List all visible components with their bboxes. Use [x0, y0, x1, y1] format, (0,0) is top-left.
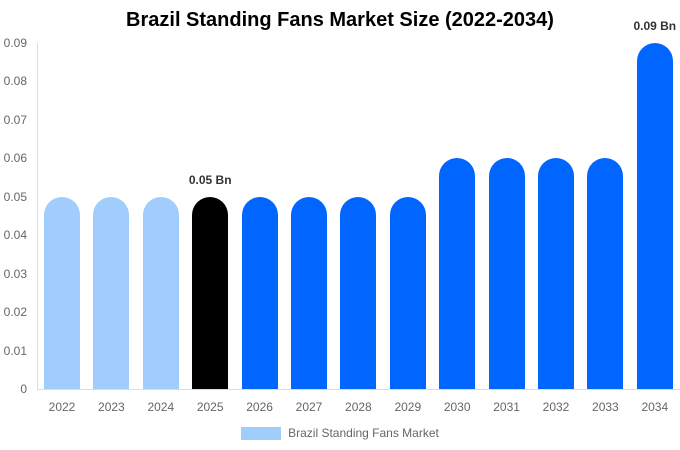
bar-2022[interactable] [44, 196, 80, 389]
y-tick-label: 0.09 [3, 36, 27, 50]
y-axis-line [37, 43, 38, 389]
bar-2026[interactable] [241, 196, 278, 389]
x-tick-label: 2031 [493, 400, 520, 414]
x-tick-label: 2024 [147, 400, 175, 414]
bar-2029[interactable] [389, 196, 426, 389]
x-axis-line [37, 389, 680, 390]
bar-2034[interactable] [636, 43, 673, 389]
x-tick-label: 2028 [345, 400, 372, 414]
x-tick-label: 2029 [394, 400, 422, 414]
bar-2032[interactable] [538, 158, 574, 389]
chart-title: Brazil Standing Fans Market Size (2022-2… [126, 9, 554, 31]
y-tick-label: 0.01 [3, 343, 27, 358]
x-tick-label: 2027 [295, 400, 323, 414]
bar-2028[interactable] [340, 196, 377, 389]
y-tick-label: 0.07 [3, 112, 27, 127]
y-tick-label: 0.06 [3, 151, 27, 166]
x-tick-label: 2034 [641, 400, 669, 414]
x-tick-label: 2030 [443, 400, 471, 414]
x-tick-label: 2033 [592, 400, 619, 414]
y-tick-label: 0.02 [3, 305, 27, 320]
x-tick-label: 2032 [542, 400, 570, 414]
bar-2030[interactable] [439, 158, 476, 389]
x-tick-label: 2025 [196, 400, 224, 414]
bar-2023[interactable] [93, 196, 130, 389]
y-tick-label: 0.03 [3, 266, 27, 281]
x-tick-label: 2022 [48, 400, 76, 414]
data-label-2034: 0.09 Bn [633, 19, 677, 33]
y-tick-label: 0.04 [3, 228, 27, 243]
data-label-2025: 0.05 Bn [188, 172, 232, 187]
y-tick-label: 0.05 [3, 189, 27, 204]
bar-2031[interactable] [488, 158, 525, 389]
y-tick-label: 0.08 [3, 74, 27, 89]
legend-swatch [241, 426, 282, 440]
legend: Brazil Standing Fans Market [0, 426, 680, 440]
bar-2025[interactable] [192, 196, 229, 389]
x-tick-label: 2026 [246, 400, 273, 414]
x-tick-label: 2023 [98, 400, 125, 414]
bar-2024[interactable] [142, 196, 179, 389]
bar-2027[interactable] [291, 196, 327, 389]
legend-label[interactable]: Brazil Standing Fans Market [288, 426, 439, 440]
y-tick-label: 0 [20, 382, 27, 396]
bar-2033[interactable] [587, 158, 624, 389]
